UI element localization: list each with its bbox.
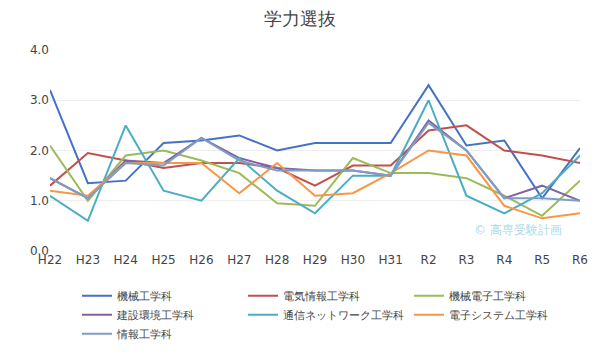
svg-text:H24: H24 (114, 253, 138, 267)
svg-text:R3: R3 (458, 253, 474, 267)
svg-text:1.0: 1.0 (30, 194, 49, 208)
svg-text:R5: R5 (534, 253, 550, 267)
svg-text:H31: H31 (379, 253, 403, 267)
svg-text:H29: H29 (303, 253, 327, 267)
svg-text:R6: R6 (572, 253, 588, 267)
svg-text:H23: H23 (76, 253, 100, 267)
svg-text:情報工学科: 情報工学科 (116, 328, 172, 341)
svg-text:3.0: 3.0 (30, 93, 49, 107)
svg-text:H30: H30 (341, 253, 365, 267)
svg-text:H28: H28 (265, 253, 289, 267)
svg-text:4.0: 4.0 (30, 43, 49, 57)
svg-text:通信ネットワーク工学科: 通信ネットワーク工学科 (283, 309, 404, 322)
svg-text:H25: H25 (151, 253, 175, 267)
svg-text:機械工学科: 機械工学科 (117, 290, 172, 303)
svg-text:H27: H27 (227, 253, 251, 267)
svg-text:学力選抜: 学力選抜 (264, 8, 336, 29)
svg-text:機械電子工学科: 機械電子工学科 (449, 290, 526, 303)
svg-text:電子システム工学科: 電子システム工学科 (449, 309, 548, 322)
svg-text:建設環境工学科: 建設環境工学科 (116, 309, 194, 322)
svg-text:2.0: 2.0 (30, 144, 49, 158)
svg-text:R4: R4 (496, 253, 512, 267)
svg-text:H22: H22 (38, 253, 62, 267)
svg-text:電気情報工学科: 電気情報工学科 (283, 290, 360, 303)
svg-text:R2: R2 (421, 253, 437, 267)
svg-text:H26: H26 (189, 253, 213, 267)
svg-text:© 高専受験計画: © 高専受験計画 (474, 223, 562, 237)
svg-text:0.0: 0.0 (30, 244, 49, 258)
